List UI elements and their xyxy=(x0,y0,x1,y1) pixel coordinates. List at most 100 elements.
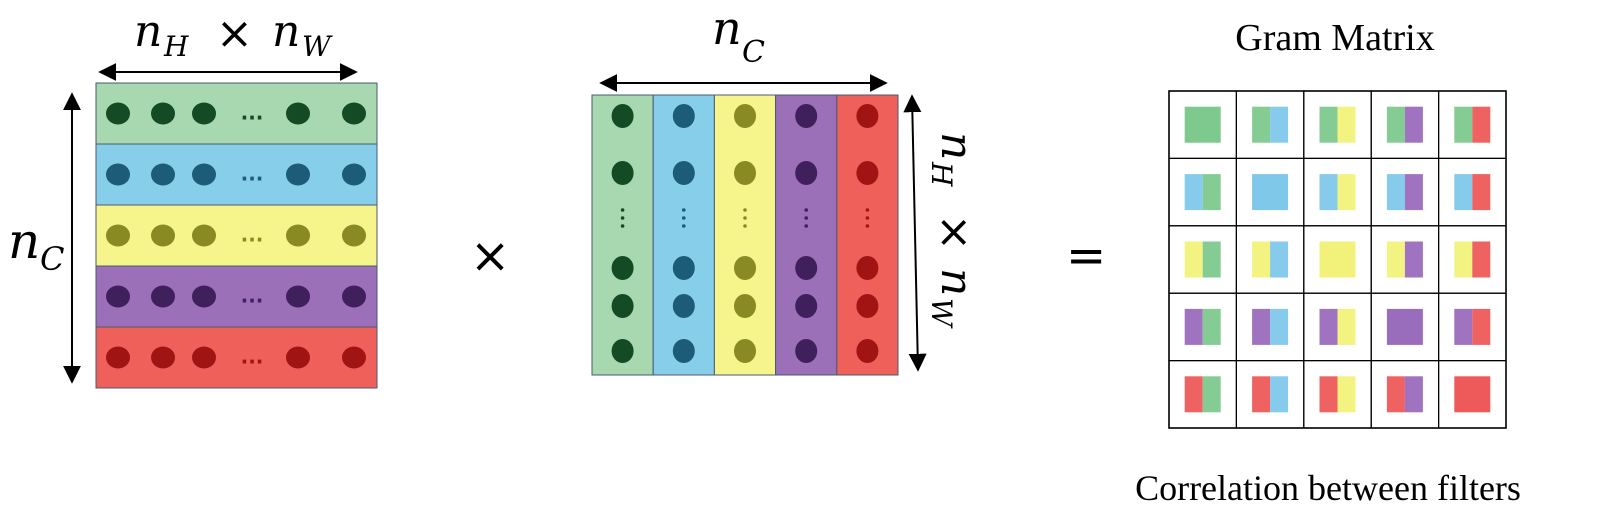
gram-cell-square-purple xyxy=(1386,308,1423,345)
gram-cell-right-blue xyxy=(1270,241,1289,278)
gram-cell-left-yellow xyxy=(1252,241,1271,278)
row-dot xyxy=(286,224,310,247)
gram-cell-right-purple xyxy=(1404,376,1423,413)
row-ellipsis: ... xyxy=(241,101,264,125)
gram-cell-right-blue xyxy=(1270,376,1289,413)
gram-cell-left-yellow xyxy=(1386,241,1405,278)
gram-cell-square-blue xyxy=(1252,174,1289,211)
nw-rot-base: n xyxy=(931,268,982,296)
column-dot xyxy=(856,104,879,128)
gram-cell-left-red xyxy=(1252,376,1271,413)
row-dot xyxy=(342,163,366,186)
row-dot xyxy=(151,346,175,369)
gram-cell-right-yellow xyxy=(1337,174,1356,211)
row-dot xyxy=(106,102,130,125)
gram-cell-square-yellow xyxy=(1319,241,1356,278)
row-band-green xyxy=(95,82,378,145)
gram-cell-right-green xyxy=(1202,241,1221,278)
column-dot xyxy=(734,339,756,363)
column-ellipsis-dot xyxy=(620,208,625,212)
row-dot xyxy=(106,224,130,247)
gram-cell-right-yellow xyxy=(1337,376,1356,413)
gram-cell-right-red xyxy=(1472,308,1491,345)
column-ellipsis-dot xyxy=(804,216,808,220)
gram-cell xyxy=(1437,360,1507,429)
column-band-blue xyxy=(652,94,715,376)
column-dot xyxy=(672,339,695,363)
gram-cell-right-blue xyxy=(1270,308,1289,345)
nh-rot-base: n xyxy=(931,132,982,160)
gram-title: Gram Matrix xyxy=(1235,17,1434,59)
nw-base: n xyxy=(272,6,300,57)
column-band-red xyxy=(836,94,899,376)
times-symbol-top: × xyxy=(216,8,253,59)
row-dot xyxy=(151,102,175,125)
column-dot xyxy=(795,161,818,185)
row-band-red xyxy=(95,326,378,389)
column-dot xyxy=(611,256,634,280)
left-width-label: n H × n W xyxy=(134,6,333,63)
gram-cell-square-green xyxy=(1184,106,1221,143)
row-ellipsis: ... xyxy=(241,162,264,186)
row-ellipsis: ... xyxy=(241,284,264,308)
row-ellipsis: ... xyxy=(241,223,264,247)
gram-cell-square-red xyxy=(1454,376,1491,413)
column-dot xyxy=(795,104,818,128)
gram-cell-left-green xyxy=(1252,106,1271,143)
gram-caption: Correlation between filters xyxy=(1135,468,1521,508)
gram-cell-right-purple xyxy=(1404,106,1423,143)
gram-cell-left-red xyxy=(1319,376,1338,413)
row-dot xyxy=(342,224,366,247)
row-dot xyxy=(286,285,310,308)
right-channels-label: n C xyxy=(712,1,765,70)
gram-cell-left-green xyxy=(1454,106,1473,143)
nc-left-sub: C xyxy=(40,240,64,278)
row-dot xyxy=(151,285,175,308)
row-dot xyxy=(342,285,366,308)
row-dot xyxy=(106,285,130,308)
middle-height-label: n H × n W xyxy=(925,132,982,329)
column-dot xyxy=(672,104,695,128)
column-dot xyxy=(672,161,695,185)
column-dot xyxy=(795,294,818,318)
column-ellipsis-dot xyxy=(682,224,686,228)
row-dot xyxy=(286,163,310,186)
column-dot xyxy=(856,161,879,185)
column-ellipsis-dot xyxy=(804,224,808,228)
column-dot xyxy=(734,294,756,318)
nc-top-sub: C xyxy=(742,35,765,70)
column-band-yellow xyxy=(713,94,777,376)
nc-left-base: n xyxy=(8,212,40,270)
column-dot xyxy=(795,256,818,280)
column-dot xyxy=(734,161,756,185)
gram-cell-left-purple xyxy=(1252,308,1271,345)
gram-cell-left-green xyxy=(1386,106,1405,143)
column-dot xyxy=(856,256,879,280)
row-dot xyxy=(286,346,310,369)
gram-cell-left-red xyxy=(1386,376,1405,413)
gram-cell-right-red xyxy=(1472,106,1491,143)
nw-rot-sub: W xyxy=(925,298,958,329)
gram-cell-right-red xyxy=(1472,174,1491,211)
gram-cell-left-red xyxy=(1184,376,1203,413)
column-dot xyxy=(672,294,695,318)
nc-top-base: n xyxy=(712,1,742,55)
row-dot xyxy=(192,346,216,369)
middle-height-arrow xyxy=(903,94,927,372)
column-dot xyxy=(856,339,879,363)
gram-cell-right-green xyxy=(1202,174,1221,211)
column-dot xyxy=(611,294,634,318)
row-band-blue xyxy=(95,143,378,206)
gram-cell-left-yellow xyxy=(1184,241,1203,278)
nh-rot-sub: H xyxy=(925,161,958,187)
row-dot xyxy=(192,285,216,308)
left-channels-label: n C xyxy=(8,212,64,278)
column-ellipsis-dot xyxy=(865,224,870,228)
gram-matrix xyxy=(1168,90,1507,429)
column-dot xyxy=(795,339,818,363)
column-dot xyxy=(734,104,756,128)
middle-matrix xyxy=(591,94,899,376)
nh-base: n xyxy=(134,6,162,57)
gram-cell-right-purple xyxy=(1404,174,1423,211)
